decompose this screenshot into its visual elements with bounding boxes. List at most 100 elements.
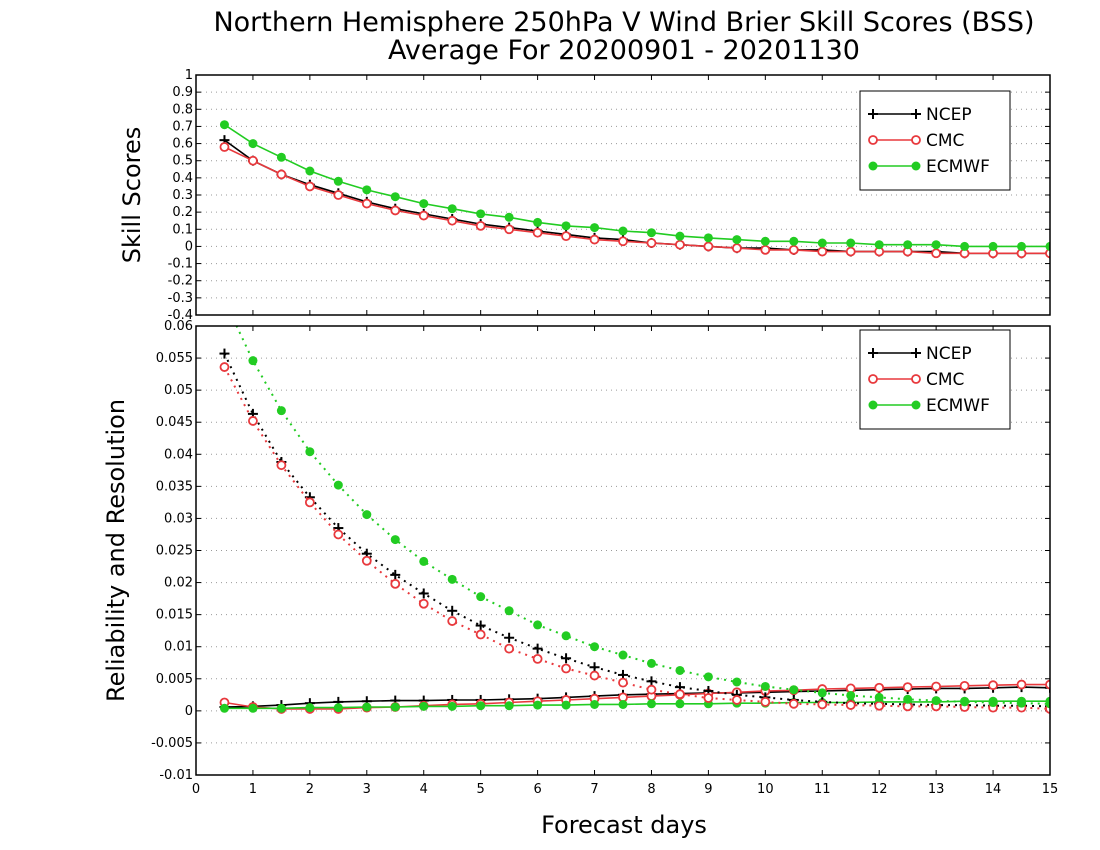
- point-cmc-solid: [1016, 679, 1027, 690]
- series-ecmwf-solid: [219, 696, 1050, 713]
- point-ecmwf-dotted: [817, 688, 827, 698]
- point-cmc-solid: [675, 239, 685, 250]
- panels: -0.4 -0.3 -0.2 -0.1 0 0.1 0.2 0.3 0.4 0.5 0.6 0.7 0.…: [102, 68, 1058, 797]
- point-ecmwf-dotted: [1017, 698, 1027, 708]
- point-cmc-solid: [788, 244, 799, 255]
- chart-title-line2: Average For 20200901 - 20201130: [388, 35, 860, 66]
- point-cmc-dotted: [675, 689, 685, 700]
- point-ecmwf-dotted: [703, 672, 713, 682]
- series-cmc-solid: [219, 142, 1050, 259]
- point-cmc-solid: [447, 215, 458, 226]
- point-cmc-dotted: [504, 643, 515, 654]
- point-ncep-dotted: [646, 676, 657, 687]
- point-ecmwf-solid: [760, 236, 770, 246]
- point-ncep-dotted: [219, 348, 230, 359]
- point-ncep-dotted: [504, 632, 515, 643]
- point-cmc-solid: [248, 155, 258, 166]
- legend-label-cmc: CMC: [926, 370, 964, 390]
- point-cmc-dotted: [248, 416, 258, 426]
- point-cmc-dotted: [874, 700, 885, 711]
- y-tick-label: -0.1: [168, 257, 193, 272]
- point-ecmwf-dotted: [874, 692, 884, 702]
- point-cmc-solid: [504, 224, 515, 235]
- y-tick-label: 0.055: [156, 351, 193, 366]
- point-ecmwf-dotted: [561, 631, 571, 641]
- point-cmc-dotted: [333, 529, 344, 540]
- point-ecmwf-dotted: [447, 574, 457, 584]
- x-tick-label: 14: [985, 782, 1002, 797]
- point-ecmwf-solid: [732, 235, 742, 245]
- point-cmc-solid: [276, 169, 287, 180]
- point-cmc-dotted: [731, 695, 742, 705]
- y-tick-label: 0.9: [172, 85, 193, 100]
- point-cmc-solid: [646, 238, 657, 248]
- legend-marker-ncep: [911, 109, 921, 119]
- point-ecmwf-dotted: [732, 677, 742, 687]
- point-cmc-solid: [333, 190, 344, 200]
- point-ecmwf-dotted: [931, 696, 941, 706]
- point-cmc-solid: [1045, 248, 1050, 259]
- point-cmc-dotted: [561, 663, 571, 674]
- point-cmc-solid: [418, 210, 429, 221]
- point-ncep-dotted: [532, 643, 543, 654]
- y-tick-label: 0.7: [172, 119, 193, 134]
- y-tick-label: -0.005: [151, 736, 193, 751]
- point-ecmwf-solid: [419, 701, 429, 711]
- x-tick-label: 8: [647, 782, 655, 797]
- point-ecmwf-solid: [476, 209, 486, 219]
- y-tick-label: 0: [185, 239, 193, 254]
- point-ecmwf-solid: [419, 199, 429, 209]
- point-ecmwf-solid: [618, 226, 628, 236]
- point-cmc-solid: [618, 236, 628, 247]
- point-ecmwf-dotted: [789, 685, 799, 695]
- legend-label-cmc: CMC: [926, 131, 964, 151]
- series-group: [219, 326, 1050, 714]
- point-ecmwf-dotted: [248, 356, 258, 366]
- y-tick-label: 0.5: [172, 154, 193, 169]
- point-cmc-dotted: [788, 698, 799, 709]
- point-ecmwf-solid: [675, 231, 685, 241]
- point-ecmwf-solid: [561, 700, 571, 710]
- point-cmc-solid: [304, 181, 315, 192]
- point-cmc-dotted: [532, 654, 543, 664]
- point-ecmwf-solid: [533, 700, 543, 710]
- point-ecmwf-solid: [219, 120, 229, 130]
- point-ecmwf-dotted: [590, 642, 600, 652]
- point-cmc-solid: [902, 682, 913, 693]
- point-ecmwf-solid: [846, 238, 856, 248]
- x-tick-label: 6: [533, 782, 541, 797]
- point-cmc-dotted: [703, 693, 714, 703]
- point-ecmwf-solid: [646, 699, 656, 709]
- y-tick-label: 0.6: [172, 137, 193, 152]
- point-cmc-solid: [1045, 679, 1050, 690]
- point-ecmwf-dotted: [476, 592, 486, 602]
- point-ecmwf-dotted: [504, 606, 514, 616]
- y-tick-label: 0.3: [172, 188, 193, 203]
- point-ecmwf-dotted: [305, 447, 315, 457]
- point-ecmwf-solid: [590, 699, 600, 709]
- y-axis: -0.01 -0.005 0 0.005 0.01 0.015 0.02 0.025 0.03 0…: [151, 319, 1050, 783]
- point-ecmwf-solid: [276, 703, 286, 713]
- y-tick-label: 0.035: [156, 479, 193, 494]
- point-ecmwf-solid: [333, 176, 343, 186]
- legend: NCEP CMC ECMWF: [859, 329, 1011, 430]
- point-cmc-solid: [532, 227, 543, 238]
- point-cmc-solid: [874, 682, 885, 693]
- point-cmc-solid: [589, 234, 600, 245]
- x-tick-label: 10: [757, 782, 774, 797]
- point-ecmwf-solid: [618, 699, 628, 709]
- y-axis-title: Skill Scores: [118, 127, 146, 264]
- legend-label-ecmwf: ECMWF: [926, 396, 990, 416]
- x-tick-label: 9: [704, 782, 712, 797]
- x-tick-label: 12: [871, 782, 888, 797]
- point-cmc-dotted: [760, 696, 771, 707]
- x-tick-label: 5: [477, 782, 485, 797]
- point-ncep-dotted: [390, 569, 401, 580]
- y-tick-label: 0.06: [164, 319, 193, 334]
- point-cmc-dotted: [418, 598, 429, 609]
- point-ecmwf-dotted: [960, 697, 970, 707]
- point-cmc-solid: [988, 680, 998, 691]
- point-ecmwf-dotted: [988, 698, 998, 708]
- point-ecmwf-solid: [903, 240, 913, 250]
